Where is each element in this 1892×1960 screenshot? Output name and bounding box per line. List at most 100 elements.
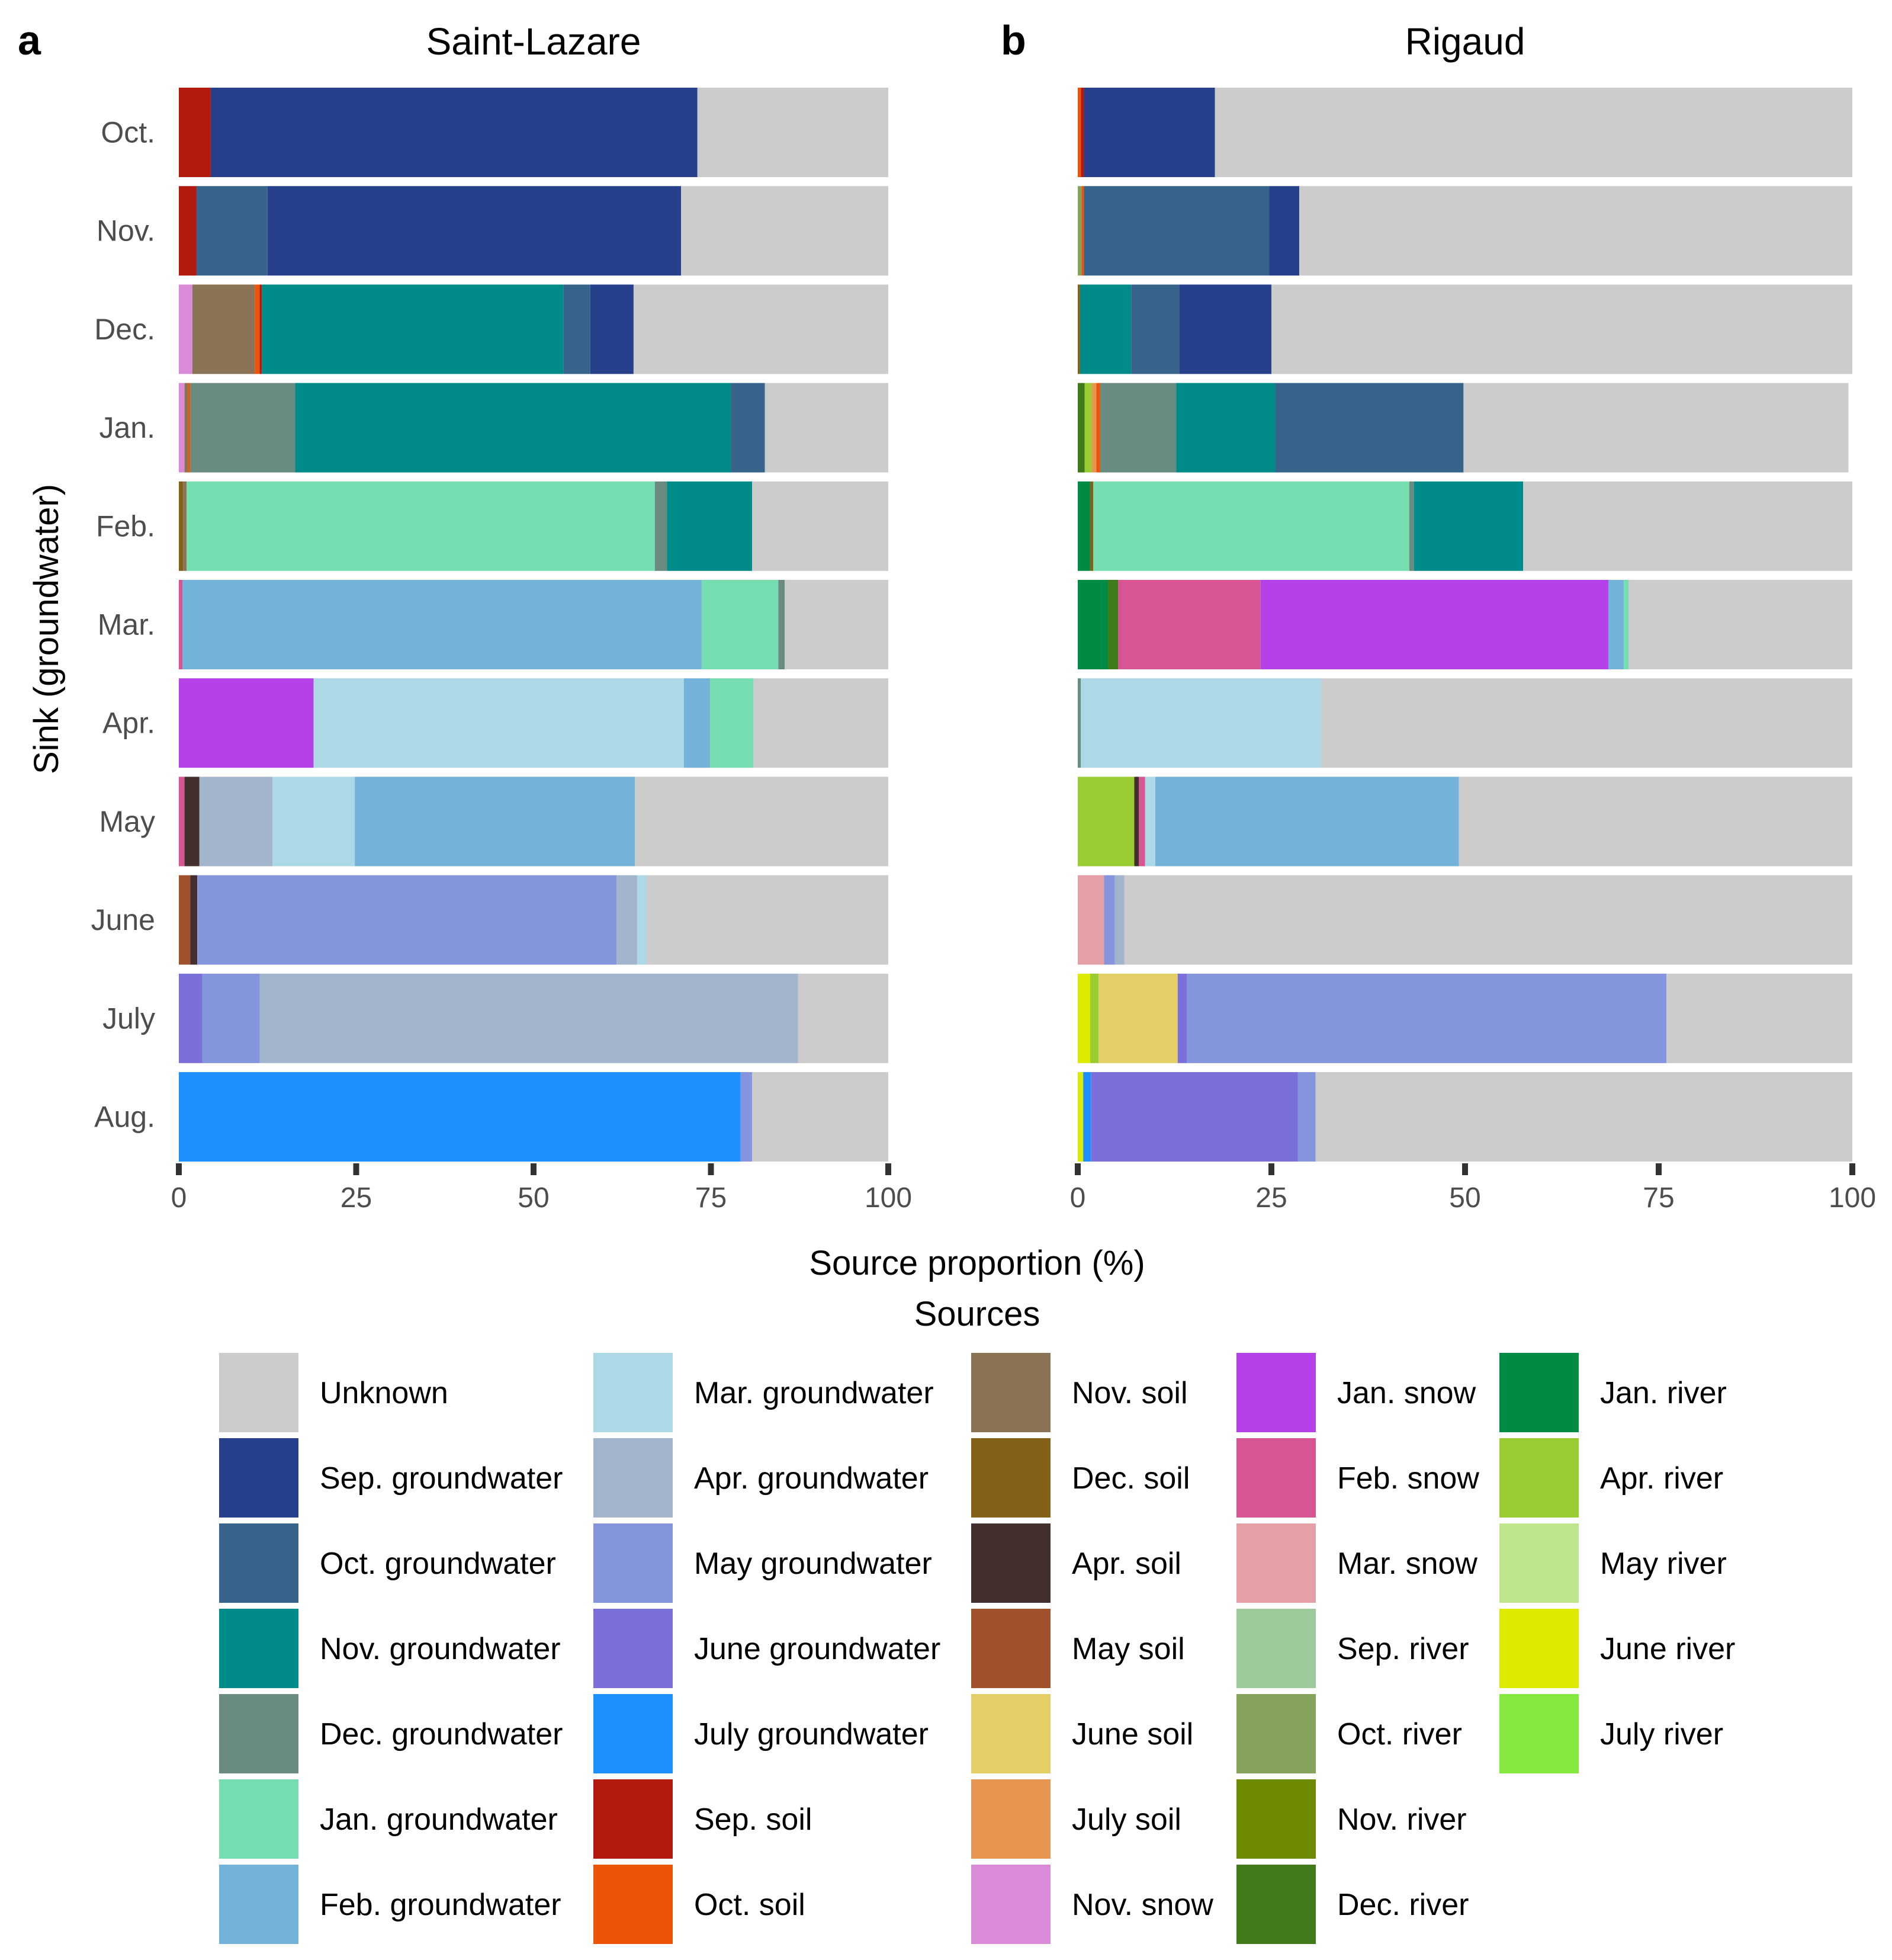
legend-swatch-apr-groundwater	[591, 1436, 675, 1520]
panel-b-bar-jan-oct-soil	[1096, 383, 1100, 473]
category-label-june: June	[91, 903, 155, 936]
legend-swatch-june-river	[1497, 1606, 1581, 1690]
legend-swatch-mar-groundwater	[591, 1350, 675, 1435]
panel-b-bar-feb-nov-groundwater	[1414, 481, 1524, 571]
panel-a-bar-feb-unknown	[751, 481, 888, 571]
panel-b-bar-mar-jan-snow	[1260, 580, 1608, 669]
legend-label-feb-snow: Feb. snow	[1337, 1461, 1479, 1496]
panel-b-letter: b	[1001, 17, 1026, 63]
panel-a-bar-nov-unknown	[681, 186, 888, 276]
panel-a-bar-june-may-groundwater	[197, 875, 617, 965]
panel-a-bar-feb-dec-groundwater	[654, 481, 667, 571]
panel-b-bar-mar-feb-groundwater	[1608, 580, 1624, 669]
panel-a-bar-june-unknown	[646, 875, 888, 965]
legend-label-may-groundwater: May groundwater	[694, 1547, 932, 1581]
legend-swatch-dec-soil	[969, 1436, 1053, 1520]
panel-b-bar-dec-unknown	[1271, 284, 1852, 374]
panel-a-bar-june-may-soil	[179, 875, 191, 965]
panel-b-tick-75	[1656, 1163, 1662, 1175]
panel-a-bar-nov-oct-groundwater	[196, 186, 268, 276]
panel-a-bar-mar-unknown	[785, 580, 888, 669]
legend-label-july-soil: July soil	[1072, 1802, 1181, 1837]
legend-swatch-may-river	[1497, 1521, 1581, 1605]
panel-a-bar-jan-nov-soil	[184, 383, 188, 473]
panel-b-bar-july-unknown	[1666, 973, 1852, 1063]
panel-a-tick-25	[353, 1163, 359, 1175]
panel-a-bar-dec-nov-snow	[179, 284, 192, 374]
legend-label-dec-soil: Dec. soil	[1072, 1461, 1190, 1496]
panel-a-bar-june-apr-groundwater	[616, 875, 637, 965]
panel-b-bar-mar-jan-groundwater	[1624, 580, 1628, 669]
panel-a-bar-apr-unknown	[753, 678, 888, 768]
panel-b-tick-50	[1462, 1163, 1468, 1175]
panel-b-bar-jan-oct-groundwater	[1275, 383, 1464, 473]
panel-a-bar-dec-oct-groundwater	[563, 284, 590, 374]
panel-a-bar-dec-unknown	[633, 284, 888, 374]
legend-swatch-mar-snow	[1234, 1521, 1318, 1605]
legend-label-sep-groundwater: Sep. groundwater	[320, 1461, 563, 1496]
category-label-dec: Dec.	[94, 313, 155, 346]
panel-a-tick-75	[708, 1163, 714, 1175]
panel-a-tick-label-50: 50	[518, 1182, 549, 1214]
panel-a-tick-0	[176, 1163, 182, 1175]
panel-b-bar-aug-june-river	[1078, 1072, 1084, 1162]
panel-b-bar-mar-jan-river	[1078, 580, 1109, 669]
legend-swatch-may-soil	[969, 1606, 1053, 1690]
panel-a-tick-label-0: 0	[171, 1182, 187, 1214]
panel-a-bar-june-mar-groundwater	[637, 875, 647, 965]
panel-a-bar-mar-jan-groundwater	[701, 580, 779, 669]
category-label-mar: Mar.	[98, 608, 155, 641]
panel-a-tick-label-75: 75	[695, 1182, 727, 1214]
panel-b-bar-may-apr-river	[1078, 777, 1135, 867]
panel-b-bar-june-apr-groundwater	[1114, 875, 1125, 965]
category-label-jan: Jan.	[99, 411, 155, 444]
panel-b-bar-may-feb-groundwater	[1155, 777, 1459, 867]
panel-a-bar-jan-oct-groundwater	[731, 383, 765, 473]
panel-b-bar-feb-dec-soil	[1090, 481, 1094, 571]
panel-b-bar-july-june-groundwater	[1177, 973, 1187, 1063]
panel-b-bar-dec-sep-groundwater	[1179, 284, 1271, 374]
legend-swatch-unknown	[217, 1350, 301, 1435]
panel-a-bar-mar-dec-groundwater	[778, 580, 785, 669]
panel-b-bar-nov-oct-river	[1078, 186, 1082, 276]
panel-a-bar-nov-sep-groundwater	[267, 186, 682, 276]
legend-swatch-jan-groundwater	[217, 1777, 301, 1861]
panel-b-bar-oct-unknown	[1215, 88, 1852, 177]
legend-label-nov-soil: Nov. soil	[1072, 1376, 1188, 1410]
category-label-aug: Aug.	[94, 1101, 155, 1134]
legend-label-nov-groundwater: Nov. groundwater	[320, 1632, 561, 1666]
panel-b-tick-label-100: 100	[1829, 1182, 1876, 1214]
panel-b-bar-feb-unknown	[1523, 481, 1852, 571]
panel-a-bar-jan-nov-groundwater	[295, 383, 731, 473]
panel-b-bar-june-mar-snow	[1078, 875, 1104, 965]
panel-a-bar-feb-dec-soil	[179, 481, 184, 571]
legend-swatch-nov-snow	[969, 1862, 1053, 1946]
legend-label-dec-river: Dec. river	[1337, 1888, 1469, 1922]
panel-b-bar-may-apr-soil	[1134, 777, 1139, 867]
panel-a-bar-dec-oct-soil	[255, 284, 260, 374]
panel-b-bar-aug-unknown	[1315, 1072, 1852, 1162]
panel-b-bar-july-may-groundwater	[1187, 973, 1667, 1063]
legend-label-may-river: May river	[1600, 1547, 1727, 1581]
panel-b-bar-aug-may-groundwater	[1297, 1072, 1316, 1162]
legend-label-jan-snow: Jan. snow	[1337, 1376, 1476, 1410]
panel-b-tick-100	[1849, 1163, 1855, 1175]
panel-a-bar-nov-sep-soil	[179, 186, 197, 276]
panel-a-bar-july-apr-groundwater	[259, 973, 798, 1063]
panel-b-bar-may-unknown	[1459, 777, 1852, 867]
y-axis-title: Sink (groundwater)	[27, 484, 66, 774]
panel-b-tick-label-25: 25	[1255, 1182, 1287, 1214]
panel-b-bar-dec-dec-soil	[1078, 284, 1080, 374]
panel-a-bar-apr-mar-groundwater	[313, 678, 684, 768]
panel-a-bar-may-mar-groundwater	[272, 777, 355, 867]
panel-b-tick-label-75: 75	[1643, 1182, 1674, 1214]
legend-label-june-river: June river	[1600, 1632, 1735, 1666]
panel-a-bar-apr-jan-snow	[179, 678, 314, 768]
panel-a-bar-june-apr-soil	[190, 875, 198, 965]
panel-a-bar-may-feb-snow	[179, 777, 185, 867]
category-label-apr: Apr.	[102, 707, 155, 740]
panel-a-title: Saint-Lazare	[426, 20, 641, 63]
panel-b-bar-july-apr-river	[1090, 973, 1099, 1063]
legend-label-oct-soil: Oct. soil	[694, 1888, 805, 1922]
